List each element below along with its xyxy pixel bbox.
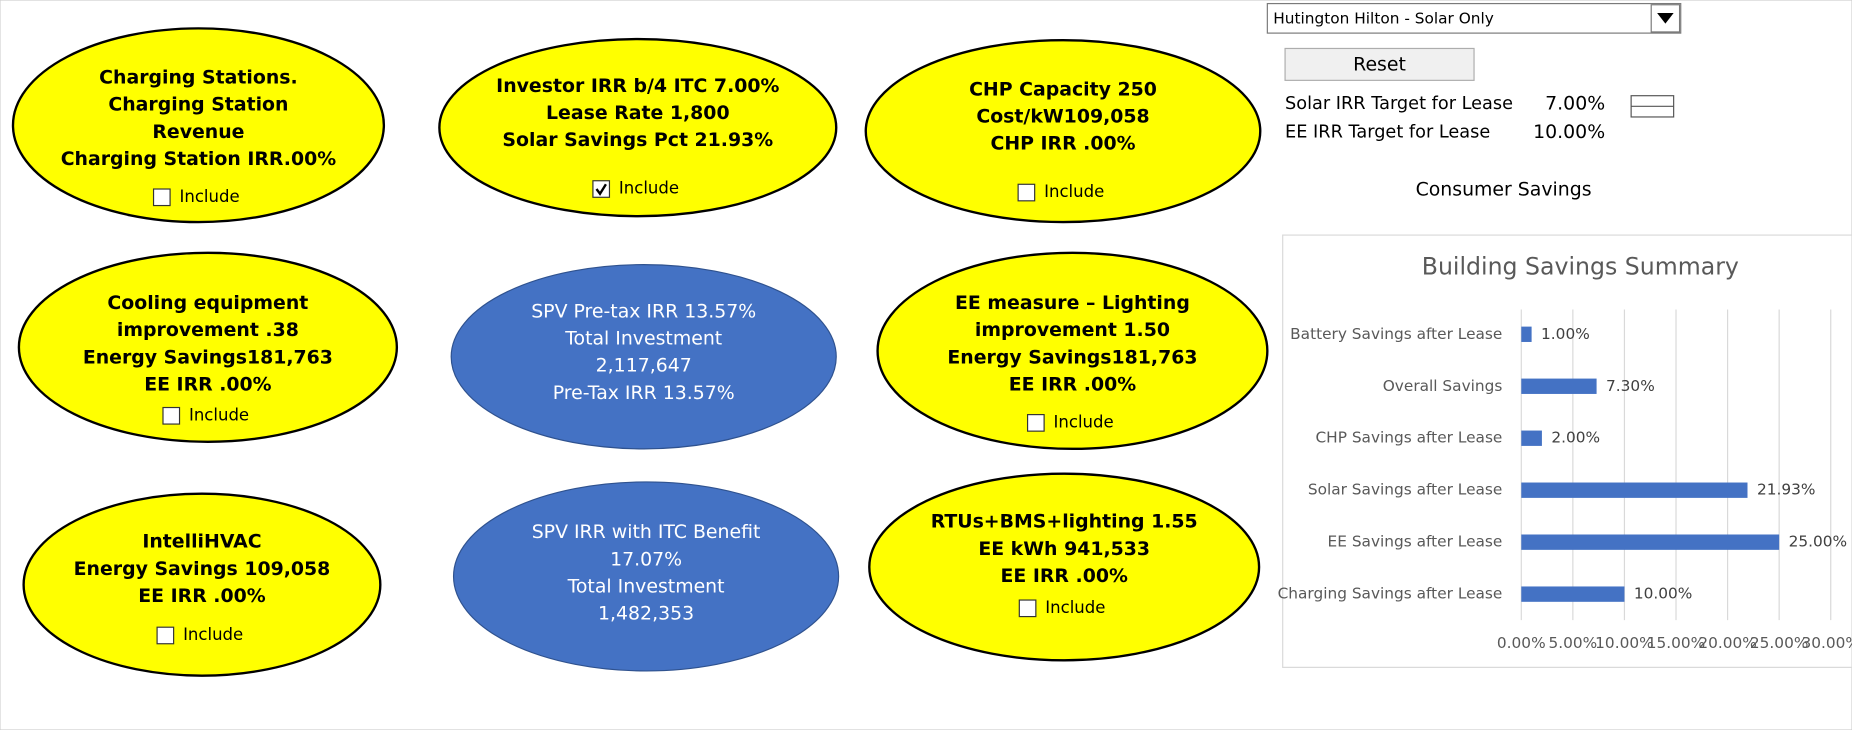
oval-text: RTUs+BMS+lighting 1.55: [931, 511, 1198, 533]
x-tick-label: 25.00%: [1750, 634, 1809, 652]
oval: [868, 472, 1261, 662]
checkbox[interactable]: [1017, 183, 1036, 202]
checkbox-label: Include: [1045, 598, 1105, 617]
x-tick-label: 20.00%: [1698, 634, 1757, 652]
y-tick-label: EE Savings after Lease: [1328, 533, 1503, 551]
oval-text: 2,117,647: [596, 355, 692, 377]
oval-text: improvement 1.50: [975, 319, 1170, 341]
dropdown-text: Hutington Hilton - Solar Only: [1273, 9, 1494, 27]
checkbox[interactable]: [592, 180, 611, 198]
oval-text: Cost/kW109,058: [976, 105, 1149, 127]
oval-text: EE measure – Lighting: [955, 292, 1190, 314]
oval-text: Energy Savings181,763: [83, 346, 333, 368]
reset-label: Reset: [1353, 53, 1406, 75]
oval: [450, 264, 837, 450]
checkbox-label: Include: [1054, 412, 1114, 431]
y-tick-label: Solar Savings after Lease: [1308, 481, 1503, 499]
y-tick-label: Overall Savings: [1383, 377, 1503, 395]
oval-text: 17.07%: [610, 548, 682, 570]
x-tick-label: 5.00%: [1548, 634, 1597, 652]
value-label: 7.30%: [1606, 377, 1655, 395]
bar: [1521, 534, 1780, 550]
value-label: 1.00%: [1541, 325, 1590, 343]
checkbox-label: Include: [189, 405, 249, 424]
oval-text: EE kWh 941,533: [978, 538, 1150, 560]
bar: [1521, 378, 1597, 394]
oval-text: EE IRR .00%: [144, 374, 271, 396]
oval-text: Charging Station IRR.00%: [61, 148, 337, 170]
oval: [438, 37, 838, 218]
x-tick-label: 10.00%: [1595, 634, 1654, 652]
checkbox[interactable]: [152, 188, 171, 207]
checkbox-label: Include: [180, 187, 240, 206]
oval: [864, 39, 1262, 224]
checkbox[interactable]: [156, 626, 175, 645]
checkbox[interactable]: [1018, 599, 1037, 618]
x-tick-label: 15.00%: [1647, 634, 1706, 652]
oval-text: CHP IRR .00%: [990, 133, 1135, 155]
value-label: 21.93%: [1757, 481, 1816, 499]
checkbox[interactable]: [1026, 414, 1045, 432]
oval-text: improvement .38: [117, 319, 299, 341]
dropdown[interactable]: [1266, 2, 1682, 34]
bar: [1521, 430, 1542, 446]
value-label: 25.00%: [1789, 533, 1848, 551]
bar: [1521, 326, 1532, 342]
dropdown-arrow: [1657, 13, 1674, 24]
oval: [17, 251, 399, 443]
oval-text: EE IRR .00%: [1009, 374, 1136, 396]
oval: [11, 27, 386, 224]
consumer-savings: Consumer Savings: [1416, 179, 1592, 201]
reset-button[interactable]: [1284, 47, 1475, 81]
oval-text: SPV Pre-tax IRR 13.57%: [531, 300, 756, 322]
y-tick-label: CHP Savings after Lease: [1315, 429, 1502, 447]
oval-text: Energy Savings 109,058: [74, 558, 331, 580]
oval-text: EE IRR .00%: [138, 585, 265, 607]
oval-text: Charging Stations.: [99, 66, 297, 88]
oval-text: SPV IRR with ITC Benefit: [532, 521, 761, 543]
chart-title: Building Savings Summary: [1422, 253, 1739, 281]
bar: [1521, 482, 1748, 498]
oval-text: Lease Rate 1,800: [546, 102, 730, 124]
checkbox[interactable]: [162, 406, 181, 425]
oval-text: Energy Savings181,763: [947, 346, 1197, 368]
oval-text: 1,482,353: [598, 603, 694, 625]
checkbox-label: Include: [183, 625, 243, 644]
target-value: 7.00%: [1545, 92, 1605, 114]
value-label: 10.00%: [1634, 585, 1693, 603]
oval-text: CHP Capacity 250: [969, 78, 1157, 100]
value-label: 2.00%: [1551, 429, 1600, 447]
checkmark: [595, 183, 607, 196]
y-tick-label: Battery Savings after Lease: [1290, 325, 1502, 343]
oval-text: Total Investment: [567, 576, 725, 598]
checkbox-label: Include: [619, 179, 679, 198]
oval-text: Charging Station: [108, 94, 288, 116]
oval-text: Total Investment: [564, 328, 722, 350]
oval: [452, 481, 840, 672]
oval-text: EE IRR .00%: [1001, 565, 1128, 587]
y-tick-label: Charging Savings after Lease: [1278, 585, 1503, 603]
x-tick-label: 0.00%: [1497, 634, 1546, 652]
target-value: 10.00%: [1533, 121, 1605, 143]
x-tick-label: 30.00%: [1801, 634, 1852, 652]
oval-text: Solar Savings Pct 21.93%: [502, 129, 773, 151]
oval-text: Investor IRR b/4 ITC 7.00%: [496, 75, 779, 97]
target-label: EE IRR Target for Lease: [1285, 122, 1490, 142]
target-label: Solar IRR Target for Lease: [1285, 94, 1513, 114]
oval-text: Pre-Tax IRR 13.57%: [553, 382, 735, 404]
oval-text: Revenue: [152, 121, 244, 143]
oval-text: IntelliHVAC: [142, 531, 261, 553]
oval: [22, 492, 382, 677]
oval-text: Cooling equipment: [107, 292, 308, 314]
oval: [876, 251, 1269, 451]
bar: [1521, 586, 1625, 602]
checkbox-label: Include: [1044, 182, 1104, 201]
